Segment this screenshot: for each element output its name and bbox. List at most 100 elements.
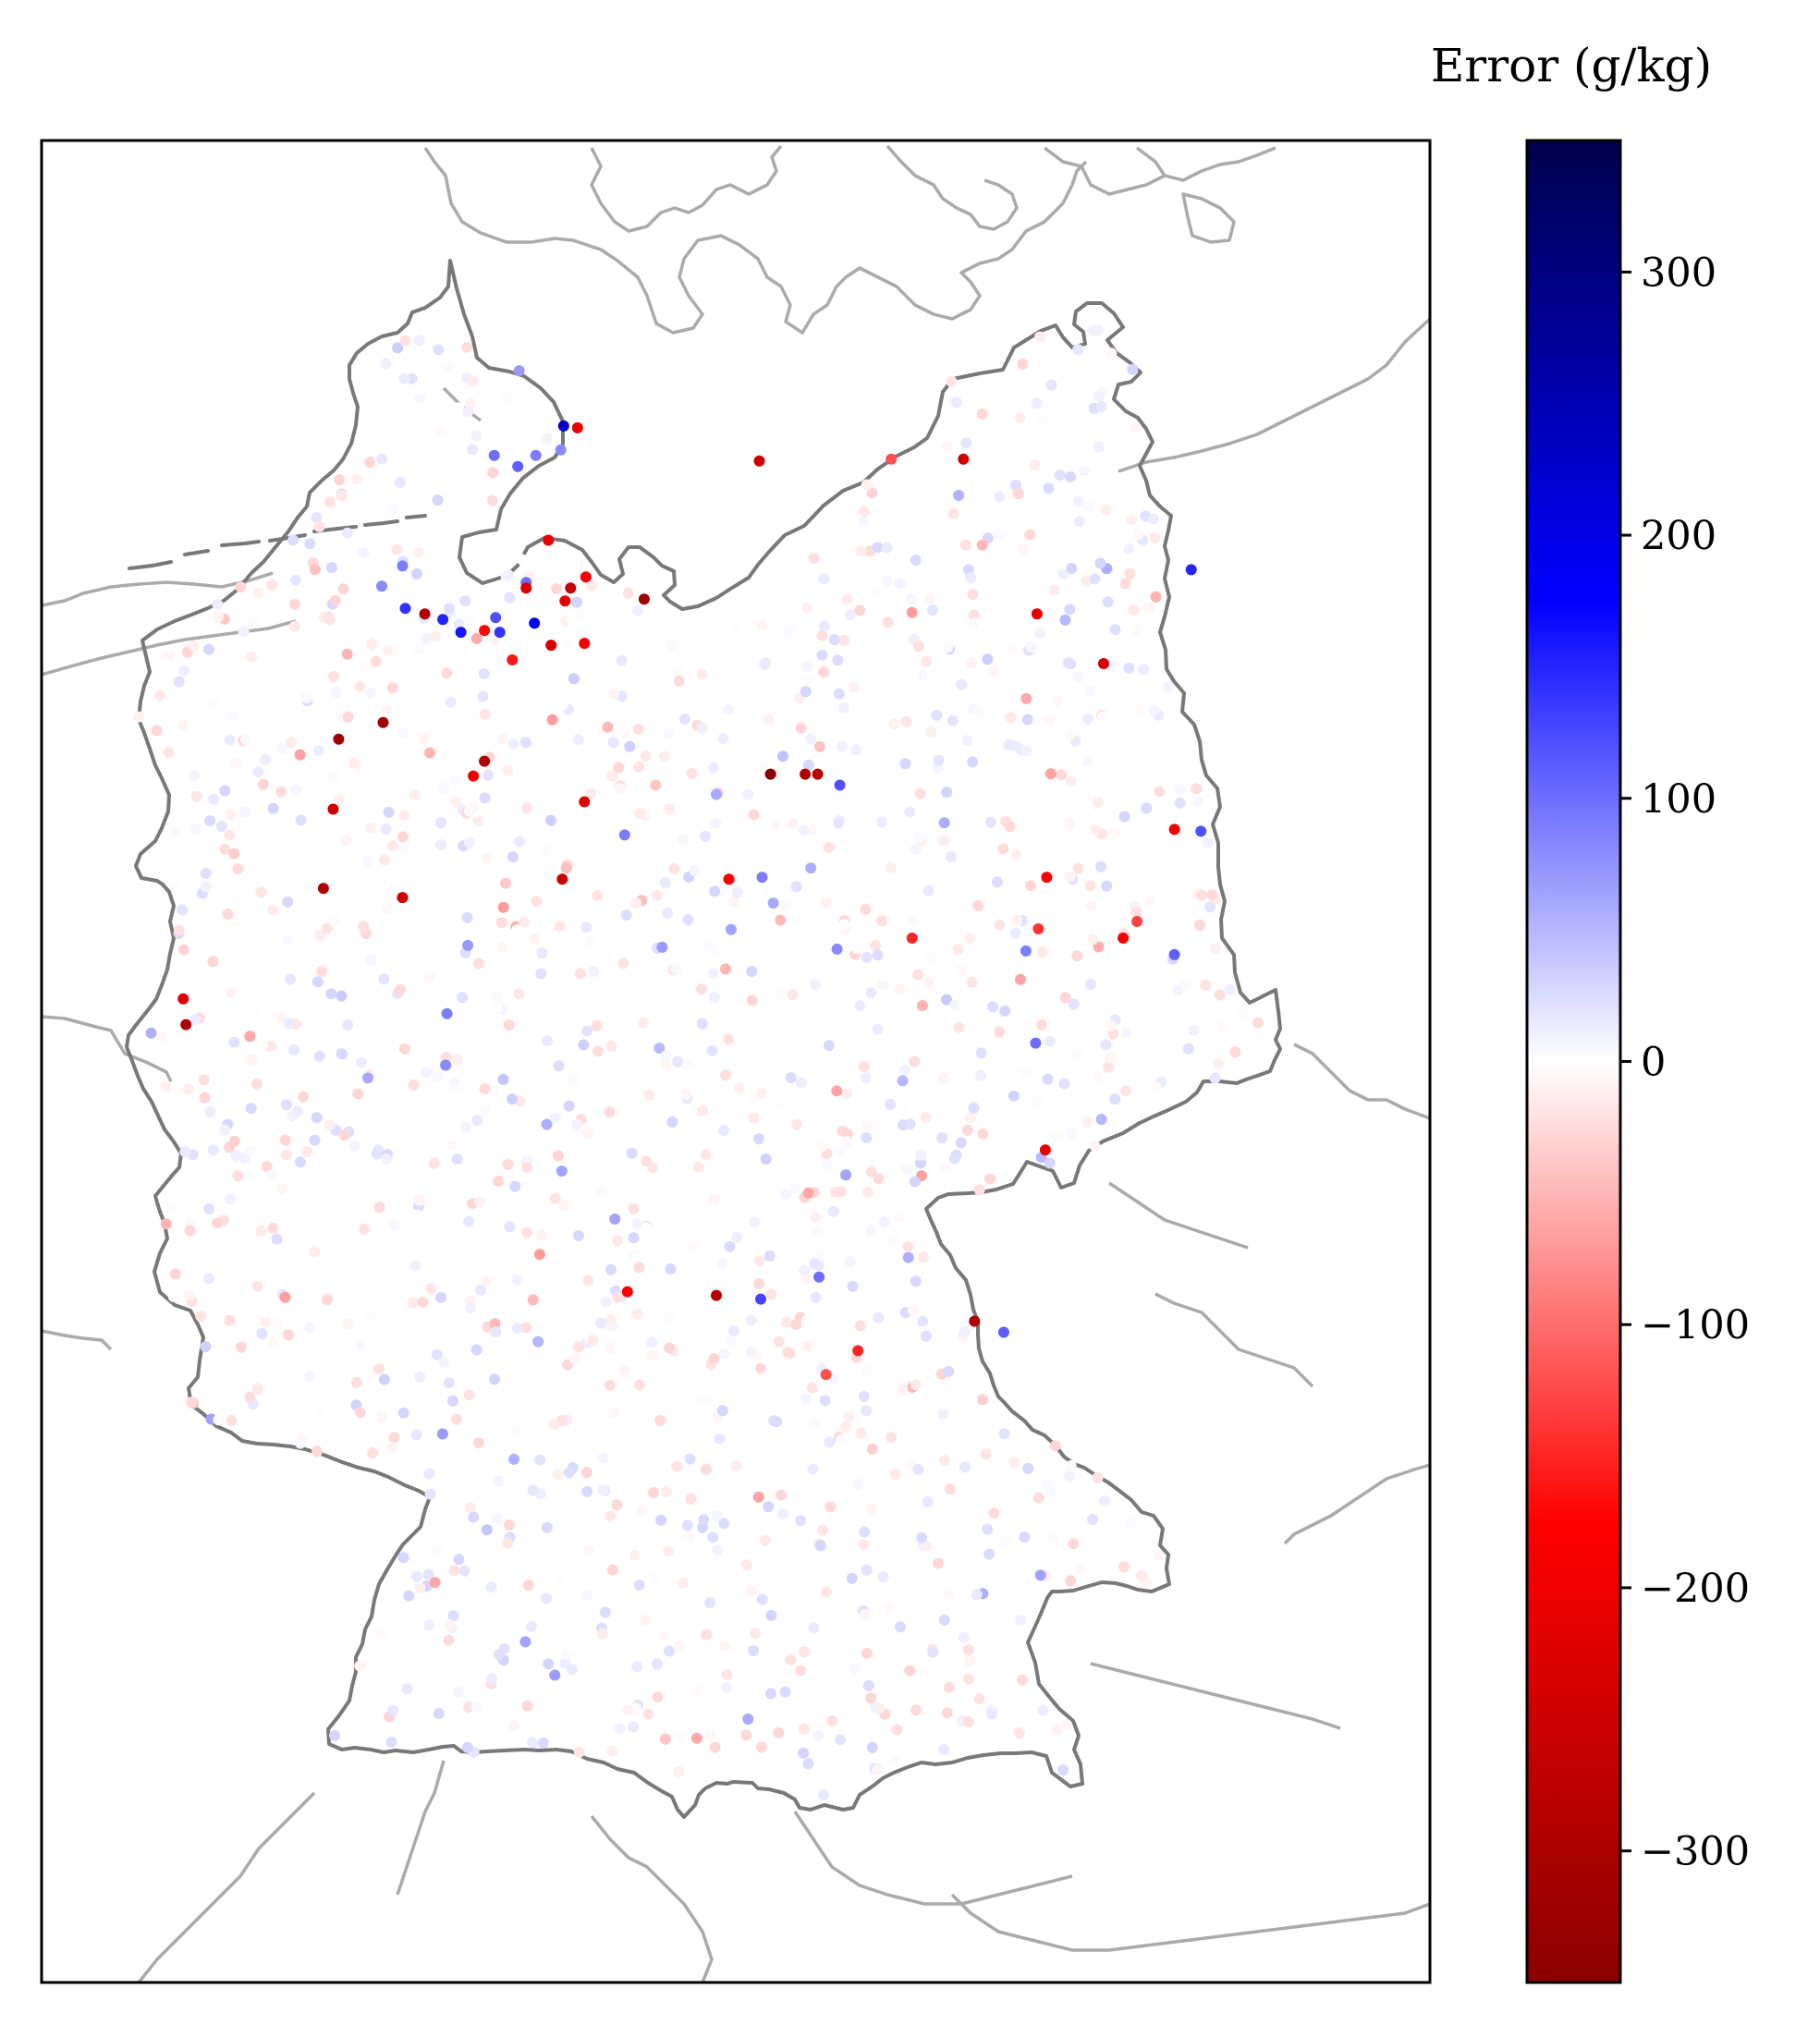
- station-point: [628, 1202, 640, 1214]
- station-point: [446, 1139, 458, 1151]
- station-point: [543, 1658, 555, 1670]
- station-point: [980, 1448, 992, 1460]
- station-point: [527, 1484, 539, 1496]
- station-point: [664, 1342, 676, 1354]
- station-point: [748, 1645, 760, 1656]
- colorbar: Error (g/kg) 300 200 100 0 −100 −200 −300: [1431, 39, 1750, 1984]
- station-point: [1107, 1028, 1119, 1040]
- station-point: [252, 1383, 263, 1395]
- station-point: [811, 1226, 823, 1238]
- station-point: [1071, 950, 1083, 962]
- station-point: [933, 754, 945, 766]
- station-point: [779, 899, 791, 911]
- station-point: [371, 1148, 383, 1160]
- station-point: [615, 725, 626, 737]
- station-point: [535, 968, 547, 980]
- station-point: [425, 1283, 437, 1295]
- station-point: [457, 992, 469, 1004]
- station-point: [824, 1436, 836, 1448]
- station-point: [276, 742, 288, 754]
- station-point: [1174, 797, 1186, 809]
- station-point: [968, 609, 980, 621]
- station-point: [718, 1518, 730, 1530]
- station-point: [272, 1316, 283, 1328]
- station-point: [816, 649, 828, 661]
- station-point: [760, 1153, 772, 1165]
- station-point: [571, 596, 583, 608]
- station-point: [915, 1157, 927, 1169]
- station-point: [364, 457, 376, 468]
- station-point: [468, 1511, 480, 1523]
- station-point: [386, 840, 398, 852]
- station-point: [394, 410, 406, 422]
- station-point: [526, 1737, 538, 1749]
- station-point: [186, 1397, 198, 1409]
- station-point: [164, 650, 176, 662]
- station-point-notable: [494, 627, 506, 639]
- station-point: [976, 408, 988, 420]
- station-point: [890, 1754, 902, 1766]
- station-point: [521, 1700, 533, 1712]
- station-point: [985, 816, 996, 828]
- station-point: [819, 1395, 831, 1407]
- station-point-notable: [813, 1271, 825, 1283]
- station-point: [1093, 390, 1105, 402]
- station-point: [378, 1373, 390, 1385]
- station-point: [664, 1645, 675, 1657]
- station-point: [802, 1758, 814, 1770]
- station-point: [1082, 714, 1093, 725]
- station-point: [414, 393, 426, 405]
- station-point: [369, 528, 381, 540]
- station-point: [776, 750, 788, 762]
- station-point: [151, 725, 163, 737]
- station-point: [605, 1263, 617, 1275]
- station-point: [729, 622, 741, 634]
- station-point: [1172, 984, 1184, 996]
- station-point: [982, 1523, 994, 1535]
- station-point: [665, 1263, 677, 1275]
- station-point: [741, 1559, 752, 1571]
- station-point: [1054, 470, 1066, 482]
- station-point: [782, 693, 794, 705]
- station-point: [923, 592, 935, 604]
- station-point: [1154, 1550, 1165, 1562]
- station-point: [718, 1125, 730, 1137]
- station-point-notable: [831, 943, 843, 955]
- station-point: [531, 896, 543, 907]
- station-point: [700, 1149, 712, 1161]
- station-point: [409, 1260, 421, 1272]
- station-point: [852, 1479, 864, 1490]
- station-point: [587, 1335, 599, 1347]
- station-point: [1013, 1727, 1025, 1738]
- station-point: [491, 992, 503, 1004]
- station-point: [251, 1281, 263, 1292]
- station-point: [419, 465, 431, 477]
- station-point: [861, 1564, 873, 1576]
- station-point: [1087, 933, 1099, 945]
- station-point-notable: [997, 1326, 1009, 1338]
- station-point: [916, 669, 928, 681]
- station-point: [170, 826, 181, 838]
- station-point: [313, 1050, 325, 1062]
- station-point: [1149, 531, 1161, 543]
- station-point: [791, 1118, 803, 1130]
- station-point: [964, 932, 976, 944]
- station-point: [358, 547, 370, 558]
- station-point: [912, 1463, 924, 1475]
- station-point: [263, 644, 275, 656]
- station-point: [839, 645, 851, 657]
- station-point: [810, 1212, 822, 1224]
- station-point: [503, 1019, 515, 1031]
- station-point: [1130, 421, 1142, 433]
- station-point: [849, 1663, 861, 1675]
- station-point: [801, 661, 813, 673]
- map-panel: [40, 139, 1432, 1984]
- station-point: [188, 640, 200, 653]
- station-point: [904, 806, 916, 818]
- station-point: [544, 814, 556, 826]
- station-point: [250, 1009, 261, 1021]
- station-point: [1209, 943, 1221, 955]
- station-point: [467, 375, 479, 387]
- station-point: [773, 1336, 785, 1348]
- station-point: [145, 1027, 157, 1039]
